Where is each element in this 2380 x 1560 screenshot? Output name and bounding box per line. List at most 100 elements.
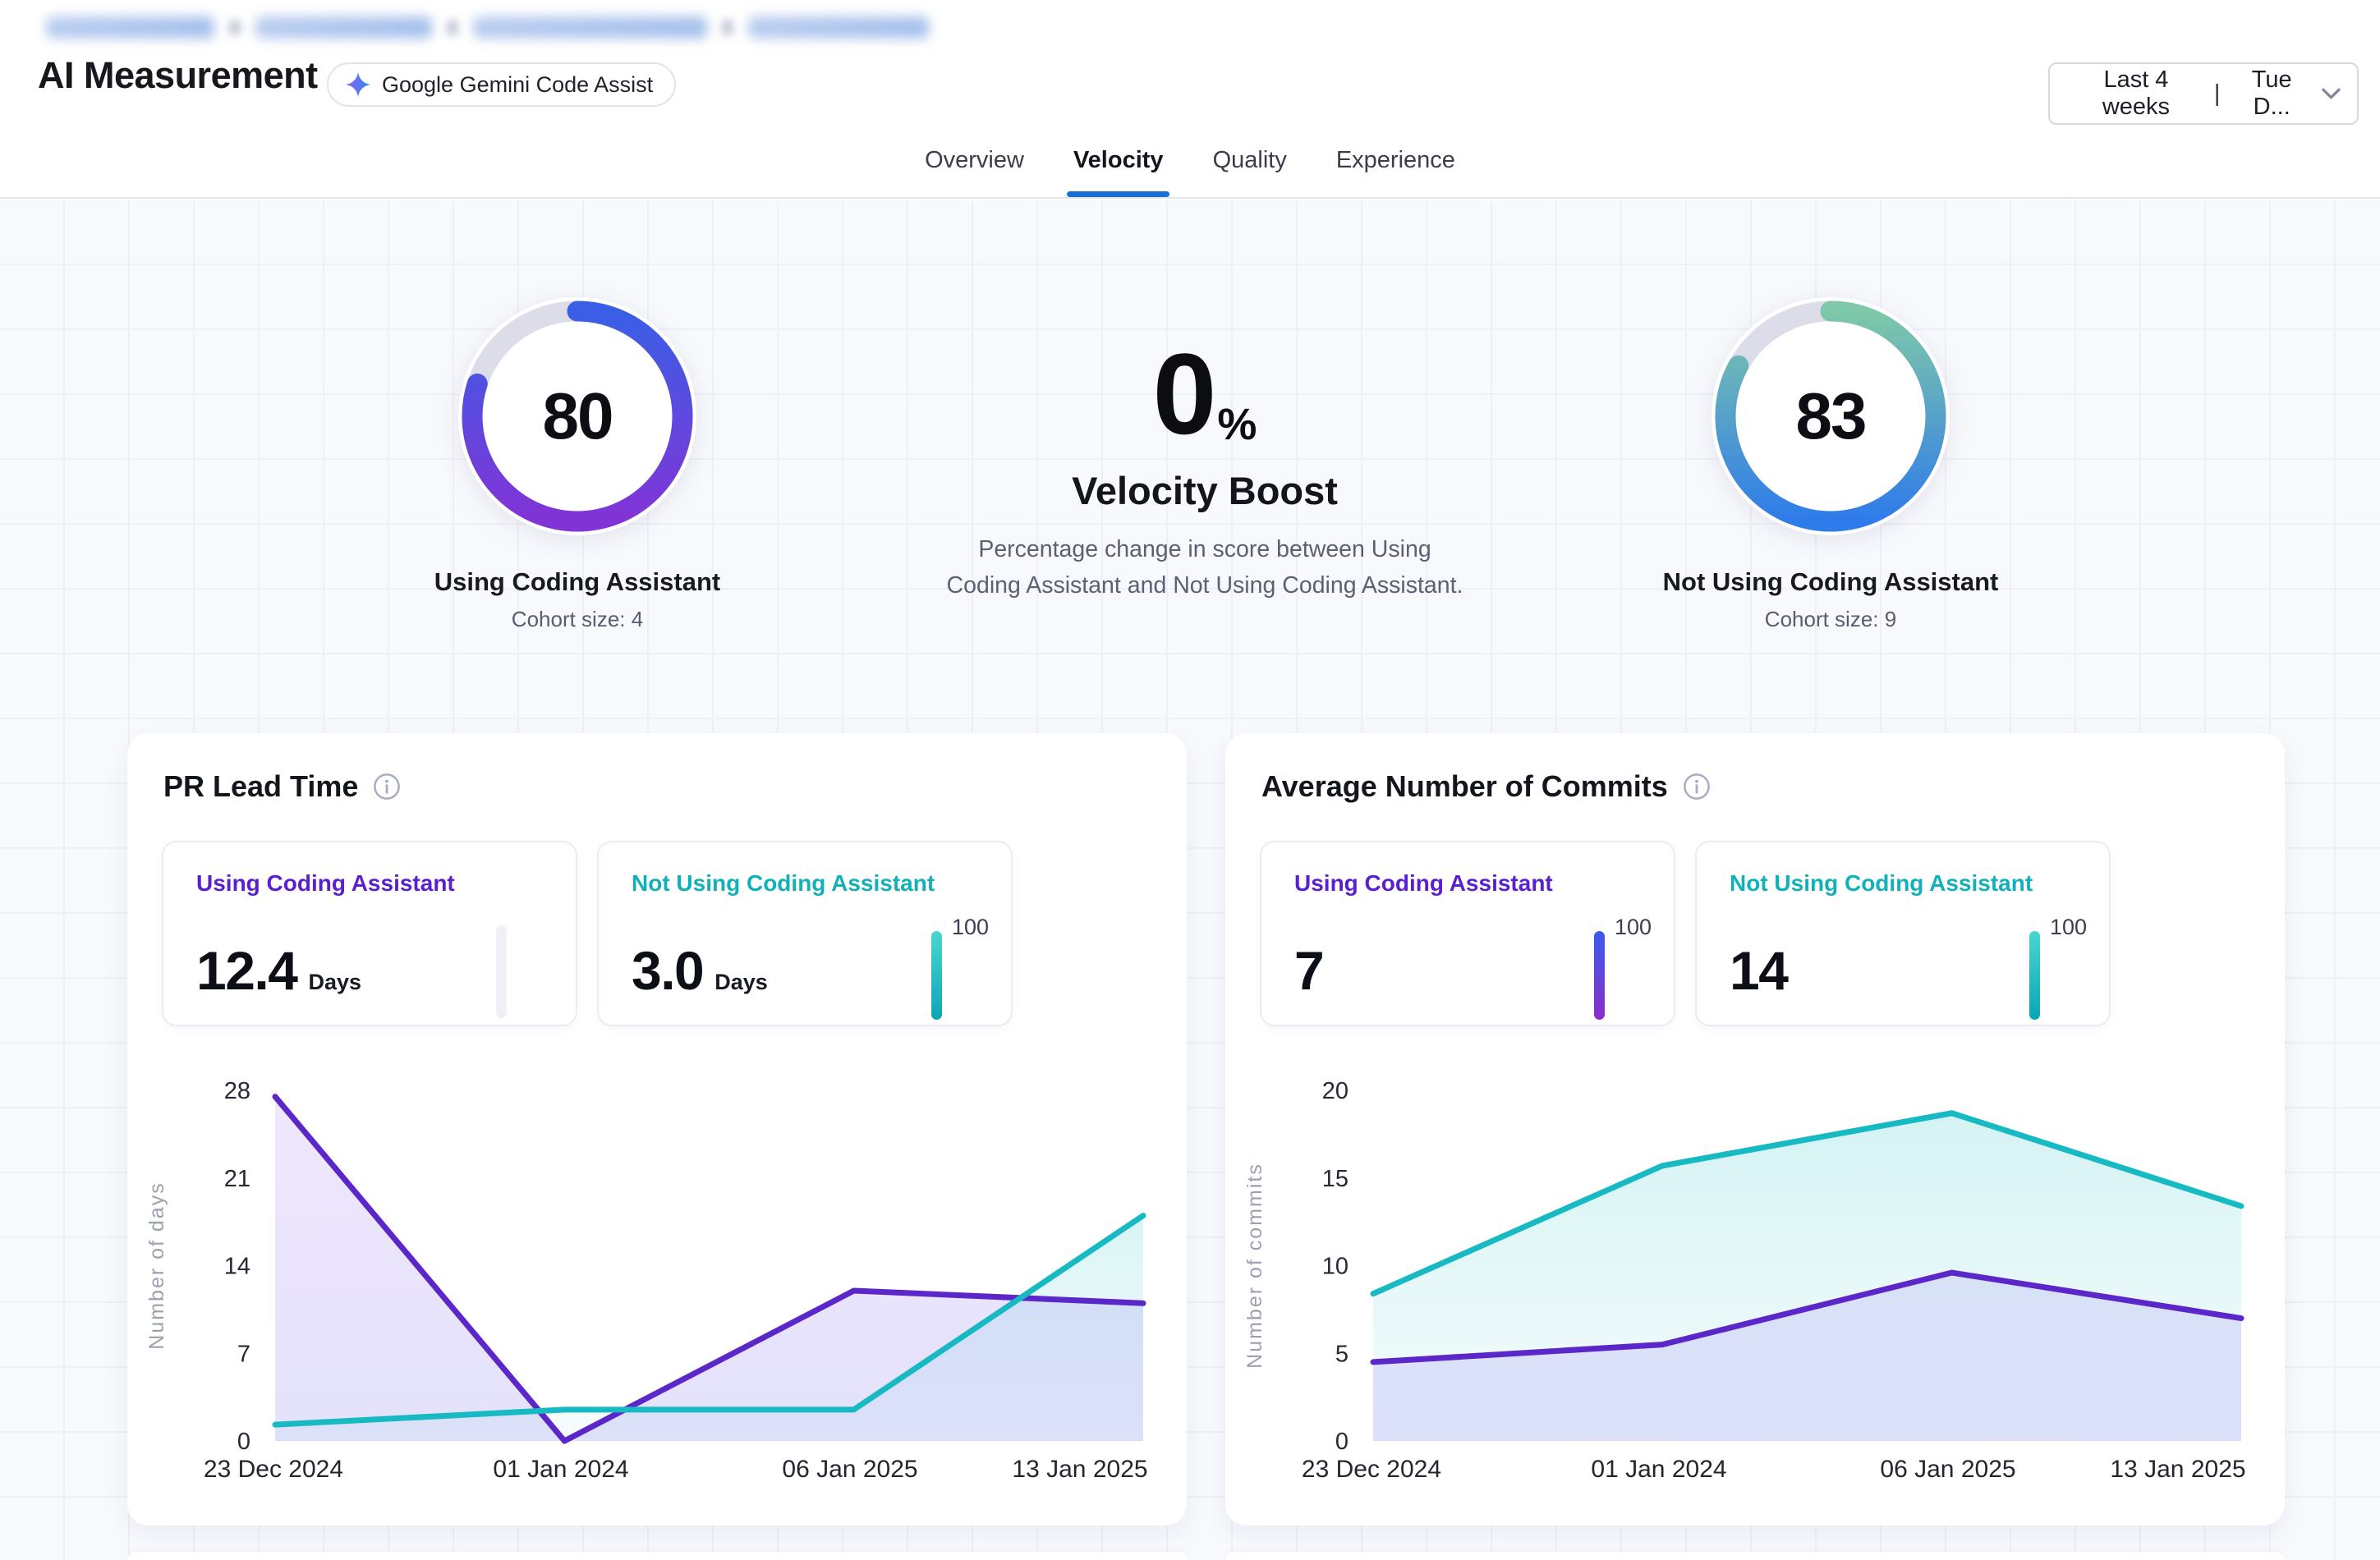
breadcrumb-item[interactable] (255, 16, 432, 39)
y-tick-label: 20 (1322, 1078, 1349, 1104)
date-range-select[interactable]: Last 4 weeks | Tue D... (2048, 62, 2359, 125)
tab-overview[interactable]: Overview (925, 147, 1024, 173)
pr-lead-time-card: PR Lead Time Using Coding Assistant 12.4 Da… (127, 733, 1187, 1526)
stat-scale-max-label: 100 (952, 915, 990, 939)
stat-tile-using-coding-assistant: Using Coding Assistant 7 100 (1260, 841, 1675, 1026)
stat-scale-bar (931, 931, 942, 1020)
next-row-card-edge (127, 1552, 1187, 1560)
x-tick-label: 13 Jan 2025 (1012, 1456, 1147, 1483)
breadcrumb-item[interactable] (473, 16, 707, 39)
x-tick-label: 01 Jan 2024 (493, 1456, 628, 1483)
card-title: PR Lead Time (163, 769, 359, 803)
not-using-coding-assistant-area (275, 1215, 1143, 1441)
breadcrumb-separator (447, 19, 458, 35)
assistant-badge-label: Google Gemini Code Assist (382, 71, 654, 97)
velocity-boost-metric: 0 % Velocity Boost Percentage change in … (942, 337, 1468, 603)
app-header: AI Measurement Google Gemini Code Assist… (0, 0, 2380, 199)
stat-scale-max-label: 100 (2050, 915, 2088, 939)
y-tick-label: 14 (224, 1254, 250, 1280)
breadcrumb[interactable] (46, 13, 929, 41)
cohort-size: Cohort size: 9 (1764, 607, 1897, 631)
stat-value: 3.0 (632, 940, 705, 1001)
score-ring: 83 (1707, 293, 1954, 539)
y-tick-label: 5 (1335, 1341, 1349, 1367)
y-tick-label: 10 (1322, 1254, 1349, 1280)
stat-unit: Days (714, 970, 768, 994)
x-tick-label: 13 Jan 2025 (2110, 1456, 2245, 1483)
gauge-not-using-assistant: 83 Not Using Coding Assistant Cohort siz… (1584, 293, 2077, 632)
stat-unit: Days (308, 970, 362, 994)
stat-tile-not-using-coding-assistant: Not Using Coding Assistant 14 100 (1695, 841, 2111, 1026)
stat-scale-max-label: 100 (1615, 915, 1652, 939)
stat-value: 14 (1730, 940, 1789, 1001)
stat-value-row: 14 (1730, 939, 1789, 1002)
y-tick-label: 0 (1335, 1429, 1349, 1455)
stat-value-row: 7 (1294, 939, 1325, 1002)
stat-label: Using Coding Assistant (1294, 870, 1553, 896)
y-axis-title: Number of days (145, 1181, 168, 1349)
boost-percent-sign: % (1217, 400, 1257, 449)
not-using-coding-assistant-line (1370, 1110, 2244, 1297)
tab-quality[interactable]: Quality (1212, 147, 1287, 173)
y-tick-label: 0 (237, 1429, 250, 1455)
info-icon[interactable] (373, 773, 401, 801)
stat-tile-using-coding-assistant: Using Coding Assistant 12.4 Days (162, 841, 577, 1026)
card-title: Average Number of Commits (1261, 769, 1668, 803)
cohort-size: Cohort size: 4 (511, 607, 644, 631)
score-value: 80 (542, 379, 614, 452)
y-tick-label: 21 (224, 1166, 250, 1192)
x-tick-label: 01 Jan 2024 (1591, 1456, 1726, 1483)
using-coding-assistant-area (1373, 1273, 2241, 1441)
stat-value-row: 3.0 Days (632, 939, 768, 1002)
using-coding-assistant-area (275, 1096, 1143, 1441)
gauge-using-assistant: 80 Using Coding Assistant Cohort size: 4 (331, 293, 824, 632)
date-range-detail: Tue D... (2251, 67, 2292, 120)
using-coding-assistant-line (1370, 1269, 2244, 1365)
boost-number: 0 (1152, 329, 1217, 458)
score-ring: 80 (454, 293, 701, 539)
y-tick-label: 7 (237, 1341, 250, 1367)
x-tick-label: 06 Jan 2025 (782, 1456, 917, 1483)
next-row-card-edge (1225, 1552, 2285, 1560)
score-value: 83 (1795, 379, 1868, 452)
dashboard-body: 80 Using Coding Assistant Cohort size: 4… (0, 200, 2380, 1560)
breadcrumb-item[interactable] (748, 16, 929, 39)
x-tick-label: 23 Dec 2024 (1302, 1456, 1441, 1483)
boost-title: Velocity Boost (1072, 469, 1338, 512)
info-icon[interactable] (1683, 773, 1711, 801)
tab-experience[interactable]: Experience (1335, 147, 1455, 173)
x-tick-label: 06 Jan 2025 (1880, 1456, 2015, 1483)
gauge-label: Using Coding Assistant (434, 567, 721, 596)
tab-velocity[interactable]: Velocity (1066, 147, 1170, 197)
gemini-star-icon (346, 72, 370, 97)
date-range-value: Last 4 weeks (2102, 67, 2171, 120)
boost-description: Percentage change in score between Using… (946, 536, 1463, 599)
stat-value: 12.4 (196, 940, 298, 1001)
x-tick-label: 23 Dec 2024 (204, 1456, 343, 1483)
stat-value-row: 12.4 Days (196, 939, 361, 1002)
gauge-label: Not Using Coding Assistant (1662, 567, 1999, 596)
stat-label: Not Using Coding Assistant (1730, 870, 2033, 896)
card-title-row: Average Number of Commits (1261, 769, 1711, 804)
breadcrumb-item[interactable] (46, 16, 214, 39)
y-tick-label: 15 (1322, 1166, 1349, 1192)
stat-tile-not-using-coding-assistant: Not Using Coding Assistant 3.0 Days 100 (597, 841, 1013, 1026)
date-range-divider: | (2213, 80, 2221, 107)
active-tab-indicator (1066, 191, 1170, 197)
breadcrumb-separator (722, 19, 733, 35)
not-using-coding-assistant-area (1373, 1113, 2241, 1441)
y-tick-label: 28 (224, 1078, 250, 1104)
not-using-coding-assistant-line (272, 1213, 1146, 1428)
stat-label: Using Coding Assistant (196, 870, 455, 896)
y-axis-title: Number of commits (1243, 1163, 1266, 1369)
stat-scale-bar (1594, 931, 1605, 1020)
tab-bar: Overview Velocity Quality Experience (925, 147, 1455, 197)
breadcrumb-separator (229, 19, 241, 35)
stat-value: 7 (1294, 940, 1325, 1001)
stat-label: Not Using Coding Assistant (632, 870, 935, 896)
chevron-down-icon (2322, 88, 2341, 99)
avg-commits-card: Average Number of Commits Using Coding As… (1225, 733, 2285, 1526)
using-coding-assistant-line (272, 1094, 1146, 1444)
stat-scale-bar (2029, 931, 2040, 1020)
boost-value: 0 % (942, 337, 1468, 452)
